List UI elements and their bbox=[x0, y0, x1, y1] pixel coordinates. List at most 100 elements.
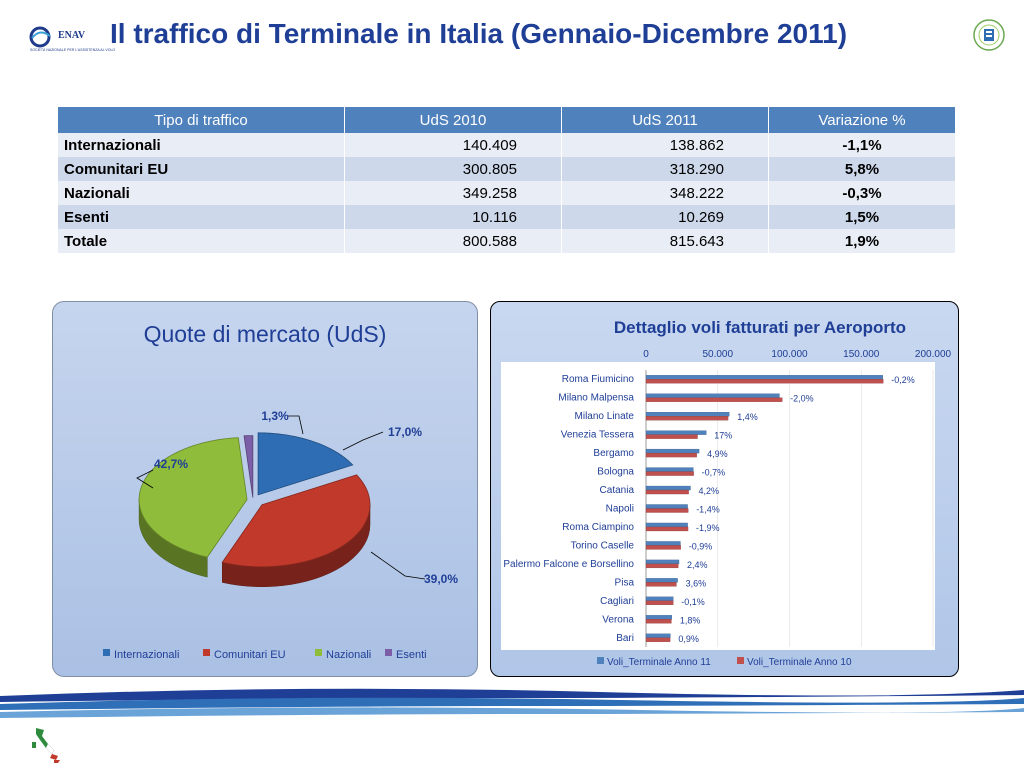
bar-category-label: Milano Linate bbox=[575, 411, 635, 422]
pie-data-label: 39,0% bbox=[424, 572, 458, 586]
bar-mark bbox=[645, 397, 783, 402]
bar-chart-panel: Dettaglio voli fatturati per Aeroporto 0 5… bbox=[490, 301, 959, 677]
bar-category-label: Bari bbox=[616, 633, 634, 644]
table-row: Nazionali 349.258 348.222 -0,3% bbox=[58, 181, 956, 205]
bar-mark bbox=[645, 600, 674, 605]
bar-mark bbox=[645, 489, 689, 495]
logo-text: ENAV bbox=[58, 30, 86, 41]
pie-chart: Quote di mercato (UdS) 17,0% 39,0% 42,7% 1,3… bbox=[103, 321, 458, 661]
bar-mark bbox=[645, 379, 884, 384]
row-name: Esenti bbox=[58, 205, 345, 229]
bar-mark bbox=[645, 545, 681, 550]
row-name: Internazionali bbox=[58, 133, 345, 157]
bar-mark bbox=[645, 471, 694, 476]
bar-category-label: Roma Ciampino bbox=[562, 522, 634, 533]
bar-category-label: Cagliari bbox=[600, 596, 634, 607]
bar-category-label: Roma Fiumicino bbox=[562, 374, 635, 385]
bar-mark bbox=[645, 452, 697, 458]
row-uds-2011: 10.269 bbox=[561, 205, 769, 229]
bar-annotation: 1,4% bbox=[737, 412, 758, 422]
pie-data-label: 1,3% bbox=[261, 409, 289, 423]
bar-annotation: -0,9% bbox=[689, 541, 713, 551]
bar-annotation: -1,4% bbox=[696, 505, 720, 515]
bar-annotation: 17% bbox=[714, 431, 732, 441]
bar-mark bbox=[645, 582, 677, 587]
pie-legend-label: Esenti bbox=[396, 649, 427, 661]
bar-mark bbox=[645, 430, 707, 435]
bar-mark bbox=[645, 375, 883, 380]
bar-mark bbox=[645, 559, 680, 565]
bar-category-label: Bergamo bbox=[593, 448, 634, 459]
bar-annotation: -2,0% bbox=[790, 394, 814, 404]
pie-legend-label: Internazionali bbox=[114, 649, 179, 661]
pie-legend-swatch bbox=[315, 649, 322, 656]
row-uds-2010: 800.588 bbox=[344, 229, 562, 253]
bar-mark bbox=[645, 393, 780, 398]
pie-legend-swatch bbox=[385, 649, 392, 656]
bar-legend-swatch bbox=[737, 657, 744, 664]
row-name: Nazionali bbox=[58, 181, 345, 205]
bar-annotation: -0,2% bbox=[891, 375, 915, 385]
row-uds-2010: 300.805 bbox=[344, 157, 562, 181]
row-variazione: -0,3% bbox=[768, 181, 956, 205]
row-variazione: 5,8% bbox=[768, 157, 956, 181]
bar-legend-label: Voli_Terminale Anno 10 bbox=[747, 657, 852, 668]
bar-category-label: Torino Caselle bbox=[571, 540, 635, 551]
bar-annotation: -0,7% bbox=[702, 468, 726, 478]
pie-leader-line bbox=[136, 469, 154, 489]
bar-annotation: 0,9% bbox=[678, 634, 699, 644]
page-title: Il traffico di Terminale in Italia (Genn… bbox=[110, 18, 848, 49]
pie-legend-swatch bbox=[103, 649, 110, 656]
bar-mark bbox=[645, 596, 674, 601]
pie-slice bbox=[257, 432, 354, 496]
certification-icon bbox=[973, 19, 1005, 51]
bar-annotation: 3,6% bbox=[686, 578, 707, 588]
row-uds-2010: 349.258 bbox=[344, 181, 562, 205]
bar-x-tick-label: 150.000 bbox=[843, 349, 880, 360]
pie-data-label: 17,0% bbox=[388, 425, 422, 439]
pie-chart-panel: Quote di mercato (UdS) 17,0% 39,0% 42,7% 1,3… bbox=[52, 301, 478, 677]
row-uds-2011: 138.862 bbox=[561, 133, 769, 157]
bar-category-label: Napoli bbox=[606, 504, 634, 515]
bar-annotation: 1,8% bbox=[680, 615, 701, 625]
bar-mark bbox=[645, 637, 671, 642]
pie-data-label: 42,7% bbox=[154, 457, 188, 471]
pie-slice bbox=[221, 474, 371, 568]
bar-annotation: 4,2% bbox=[698, 486, 719, 496]
header-uds-2010: UdS 2010 bbox=[344, 107, 562, 133]
bar-mark bbox=[645, 526, 689, 532]
table-row: Comunitari EU 300.805 318.290 5,8% bbox=[58, 157, 956, 181]
bar-mark bbox=[645, 416, 729, 421]
bar-mark bbox=[645, 508, 689, 513]
row-uds-2011: 815.643 bbox=[561, 229, 769, 253]
row-uds-2011: 348.222 bbox=[561, 181, 769, 205]
bar-category-label: Bologna bbox=[597, 467, 634, 478]
row-uds-2010: 10.116 bbox=[344, 205, 562, 229]
bar-annotation: 4,9% bbox=[707, 449, 728, 459]
row-uds-2011: 318.290 bbox=[561, 157, 769, 181]
italy-map-icon bbox=[32, 728, 60, 763]
bar-mark bbox=[645, 448, 700, 454]
pie-legend-label: Comunitari EU bbox=[214, 649, 286, 661]
bar-mark bbox=[645, 434, 698, 439]
pie-title: Quote di mercato (UdS) bbox=[144, 321, 387, 347]
bar-annotation: -0,1% bbox=[681, 597, 705, 607]
bar-annotation: 2,4% bbox=[687, 560, 708, 570]
bar-mark bbox=[645, 522, 688, 528]
bar-category-label: Venezia Tessera bbox=[561, 430, 635, 441]
bar-mark bbox=[645, 563, 679, 569]
table-header-row: Tipo di traffico UdS 2010 UdS 2011 Varia… bbox=[58, 107, 956, 133]
row-name: Totale bbox=[58, 229, 345, 253]
bar-category-label: Milano Malpensa bbox=[558, 393, 634, 404]
bar-chart: Dettaglio voli fatturati per Aeroporto 0 5… bbox=[501, 318, 952, 668]
logo-tagline: SOCIETÀ NAZIONALE PER L'ASSISTENZA AL VO… bbox=[30, 48, 116, 52]
pie-slice bbox=[243, 435, 254, 498]
header-uds-2011: UdS 2011 bbox=[561, 107, 769, 133]
bar-mark bbox=[645, 633, 671, 638]
row-name: Comunitari EU bbox=[58, 157, 345, 181]
table-row-total: Totale 800.588 815.643 1,9% bbox=[58, 229, 956, 253]
table-row: Esenti 10.116 10.269 1,5% bbox=[58, 205, 956, 229]
pie-slice bbox=[138, 437, 248, 558]
bar-category-label: Pisa bbox=[615, 577, 635, 588]
header-variazione: Variazione % bbox=[768, 107, 956, 133]
